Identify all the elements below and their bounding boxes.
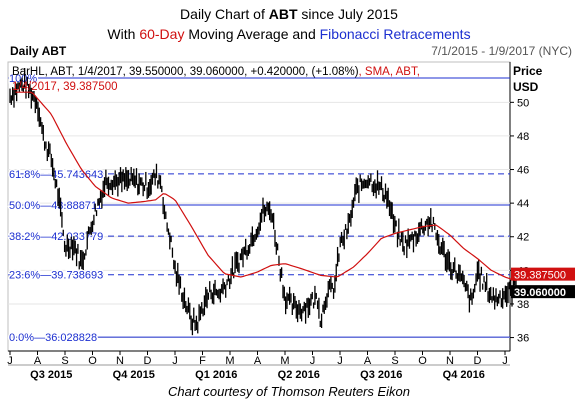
month-tick-label: A — [34, 355, 42, 367]
fib-label-23-6: 23.6%—39.738693 — [9, 270, 103, 282]
title-ticker: ABT — [268, 6, 298, 22]
fib-label-38-2: 38.2%—42.033779 — [9, 231, 103, 243]
y-tick-label-36: 36 — [517, 333, 529, 345]
quarter-label: Q3 2016 — [360, 369, 402, 381]
quarter-label: Q2 2016 — [278, 369, 320, 381]
fib-label-0-0: 0.0%—36.028828 — [9, 332, 97, 344]
chart-frame — [7, 61, 511, 352]
quarter-label: Q3 2015 — [30, 369, 72, 381]
bar-info-text: BarHL, ABT, 1/4/2017, 39.550000, 39.0600… — [12, 66, 359, 78]
y-tick-label-42: 42 — [517, 232, 529, 244]
month-tick-label: F — [199, 355, 206, 367]
chart-title: Daily Chart of ABT since July 2015 — [0, 5, 578, 23]
sma-value-legend: 1/4/2017, 39.387500 — [12, 81, 118, 93]
month-tick-label: M — [280, 355, 289, 367]
month-tick-label: D — [144, 355, 152, 367]
subtitle-fib: Fibonacci Retracements — [319, 26, 471, 42]
title-post: since July 2015 — [297, 6, 398, 22]
month-tick-label: J — [337, 355, 343, 367]
price-axis-unit: USD — [513, 80, 539, 94]
subtitle-ma: 60-Day — [139, 26, 185, 42]
fib-label-50-0: 50.0%—43.888711 — [9, 200, 102, 212]
chart-credit: Chart courtesy of Thomson Reuters Eikon — [167, 384, 411, 399]
month-tick-label: N — [446, 355, 454, 367]
month-tick-label: J — [310, 355, 316, 367]
month-tick-label: M — [225, 355, 234, 367]
quarter-label: Q4 2015 — [113, 369, 155, 381]
panel-name: Daily ABT — [10, 44, 67, 58]
month-tick-label: J — [502, 355, 508, 367]
month-tick-label: S — [61, 355, 68, 367]
bar-info-legend: BarHL, ABT, 1/4/2017, 39.550000, 39.0600… — [12, 66, 420, 78]
month-tick-label: S — [391, 355, 398, 367]
sma-value-badge-bg — [511, 267, 575, 281]
month-tick-label: A — [364, 355, 372, 367]
close-value-badge: 39.060000 — [514, 287, 566, 299]
y-tick-label-50: 50 — [517, 97, 529, 109]
close-value-badge-bg — [511, 285, 575, 299]
month-tick-label: N — [116, 355, 124, 367]
y-tick-label-46: 46 — [517, 165, 529, 177]
month-tick-label: J — [7, 355, 13, 367]
panel-date-range: 7/1/2015 - 1/9/2017 (NYC) — [431, 44, 572, 58]
sma-info-text: , SMA, ABT, — [359, 66, 420, 78]
y-tick-label-38: 38 — [517, 299, 529, 311]
subtitle-pre: With — [107, 26, 140, 42]
subtitle-mid: Moving Average and — [184, 26, 320, 42]
sma-value-badge: 39.387500 — [514, 270, 566, 282]
chart-subtitle: With 60-Day Moving Average and Fibonacci… — [0, 25, 578, 43]
month-tick-label: J — [172, 355, 178, 367]
month-tick-label: O — [418, 355, 427, 367]
quarter-label: Q1 2016 — [195, 369, 237, 381]
fib-label-100: 100% — [9, 73, 37, 85]
quarter-label: Q4 2016 — [443, 369, 485, 381]
y-tick-label-44: 44 — [517, 198, 529, 210]
y-tick-label-48: 48 — [517, 131, 529, 143]
price-axis-title: Price — [513, 64, 543, 78]
month-tick-label: O — [88, 355, 97, 367]
sma-60-line — [15, 91, 517, 282]
month-tick-label: A — [254, 355, 262, 367]
title-pre: Daily Chart of — [180, 6, 269, 22]
fib-label-61-8: 61.8%—45.743643 — [9, 169, 103, 181]
month-tick-label: D — [474, 355, 482, 367]
